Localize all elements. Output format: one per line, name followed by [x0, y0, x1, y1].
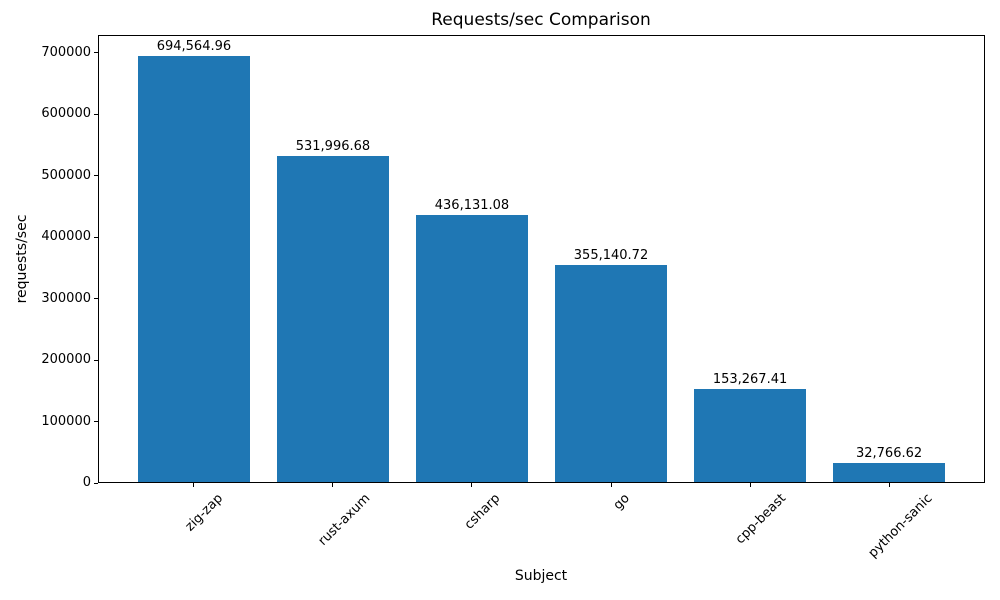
y-tick-label: 400000	[41, 229, 91, 245]
x-tick-label: cpp-beast	[732, 491, 789, 548]
bar-value-label: 531,996.68	[295, 139, 371, 155]
y-tick-label: 100000	[41, 413, 91, 429]
x-tick-label: go	[610, 491, 633, 514]
x-tick-label: csharp	[462, 491, 504, 533]
x-tick	[888, 483, 890, 487]
y-tick-label: 200000	[41, 352, 91, 368]
bar-value-label: 694,564.96	[156, 39, 232, 55]
x-tick-label: rust-axum	[315, 491, 373, 549]
y-tick-label: 700000	[41, 44, 91, 60]
bar	[555, 264, 667, 483]
y-tick	[94, 421, 98, 423]
bar-value-label: 32,766.62	[855, 445, 923, 461]
y-tick-label: 0	[82, 475, 91, 490]
x-tick-label: zig-zap	[183, 491, 227, 535]
x-tick	[749, 483, 751, 487]
x-tick	[471, 483, 473, 487]
x-tick	[193, 483, 195, 487]
bar	[694, 388, 806, 483]
x-tick	[332, 483, 334, 487]
y-tick	[94, 482, 98, 484]
chart-title: Requests/sec Comparison	[431, 10, 651, 30]
bar-value-label: 153,267.41	[712, 371, 788, 387]
bar-value-label: 355,140.72	[573, 247, 649, 263]
y-tick	[94, 236, 98, 238]
x-axis-label: Subject	[514, 568, 568, 584]
bar	[277, 156, 389, 483]
y-tick	[94, 113, 98, 115]
y-axis-label: requests/sec	[14, 214, 30, 304]
x-tick-label: python-sanic	[865, 491, 936, 561]
bar	[416, 215, 528, 483]
y-tick	[94, 52, 98, 54]
bar	[833, 462, 945, 483]
y-tick-label: 300000	[41, 290, 91, 306]
bar	[138, 56, 250, 483]
y-tick	[94, 359, 98, 361]
y-tick-label: 500000	[41, 167, 91, 183]
y-tick	[94, 298, 98, 300]
bar-value-label: 436,131.08	[434, 198, 510, 214]
y-tick	[94, 175, 98, 177]
y-tick-label: 600000	[41, 106, 91, 122]
x-tick	[610, 483, 612, 487]
